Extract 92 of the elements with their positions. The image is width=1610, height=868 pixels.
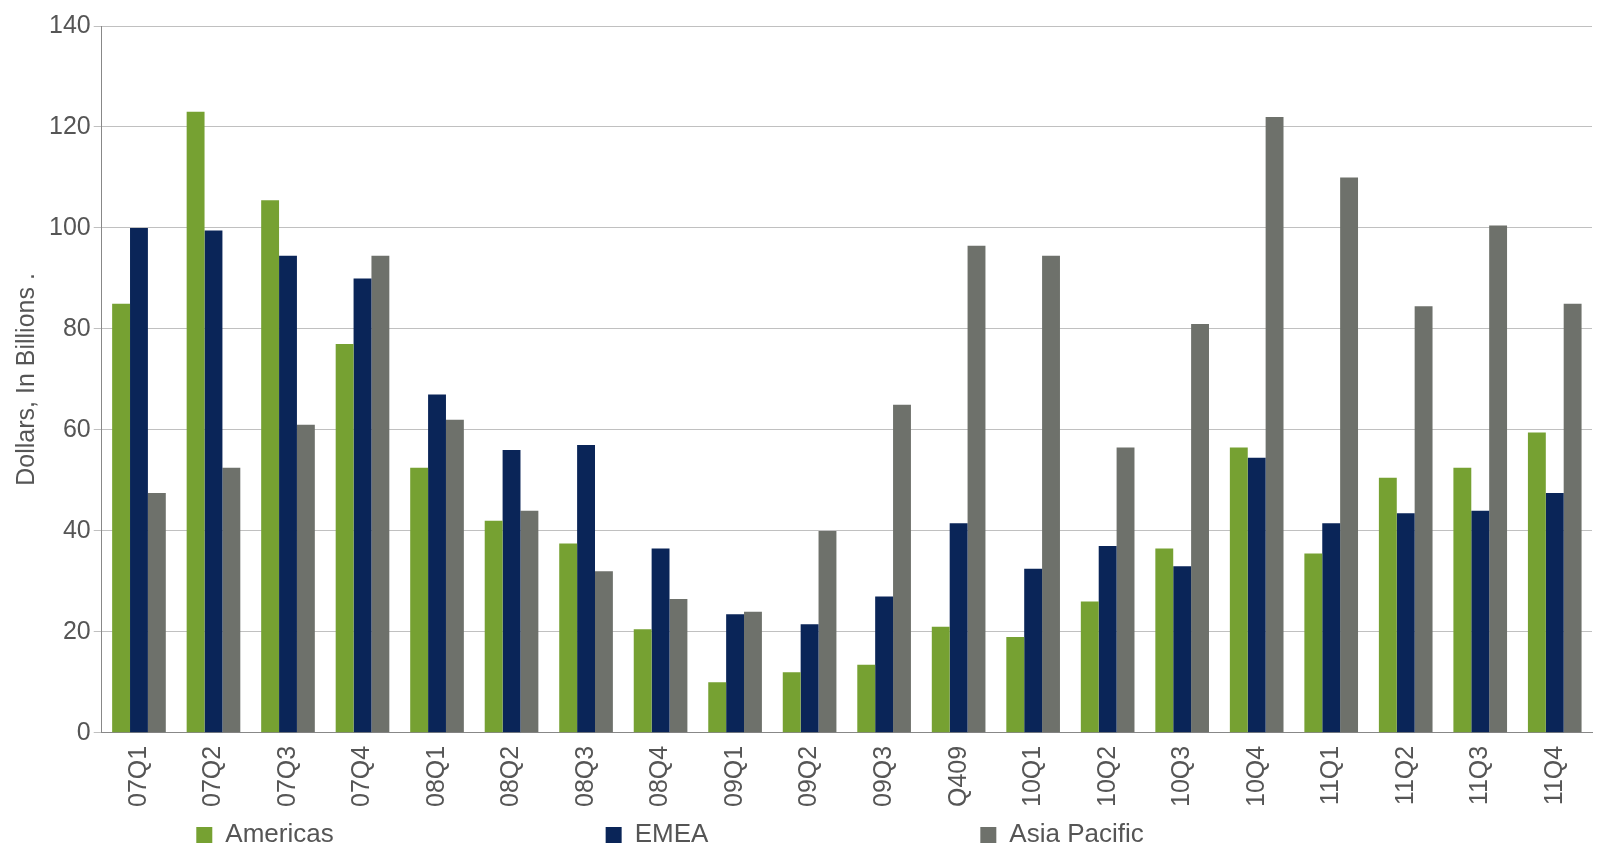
bar	[1155, 548, 1174, 733]
bar	[204, 230, 223, 733]
bar	[1340, 177, 1359, 733]
y-axis-title: Dollars, In Billions .	[10, 273, 39, 486]
bar	[410, 467, 429, 733]
bar	[782, 672, 801, 733]
bar	[1116, 447, 1135, 733]
bar	[1173, 566, 1192, 733]
x-tick-label: 11Q2	[1389, 745, 1418, 806]
x-tick-label: 09Q3	[868, 745, 896, 808]
bar	[1191, 323, 1209, 733]
bar	[279, 255, 297, 733]
bar	[353, 278, 372, 733]
y-tick-label: 80	[62, 312, 91, 341]
bar	[1527, 432, 1546, 733]
bar	[112, 303, 131, 733]
x-tick-label: Q409	[942, 745, 971, 808]
bar	[1545, 493, 1564, 733]
bar	[949, 523, 968, 733]
x-tick-label: 07Q2	[197, 745, 226, 808]
bar	[428, 394, 446, 733]
y-tick-label: 140	[48, 9, 91, 38]
y-tick-label: 20	[62, 615, 91, 644]
bar	[633, 629, 652, 733]
bar	[296, 424, 315, 733]
bar	[708, 682, 727, 733]
bar	[1247, 457, 1266, 733]
bar	[1322, 523, 1341, 733]
x-tick-label: 07Q3	[271, 745, 300, 808]
bar	[222, 467, 241, 733]
bar	[371, 255, 390, 733]
x-tick-label: 11Q3	[1464, 745, 1493, 806]
legend-label: Asia Pacific	[1009, 818, 1404, 849]
bar	[875, 596, 894, 733]
x-tick-label: 10Q1	[1017, 745, 1046, 808]
bar	[1471, 510, 1490, 733]
bar	[186, 111, 205, 733]
bar	[1006, 636, 1025, 733]
bar	[1378, 477, 1397, 733]
bar	[1080, 601, 1099, 733]
legend-label: Americas	[225, 818, 594, 849]
bar	[445, 419, 464, 733]
bar	[502, 450, 521, 733]
bar	[1098, 546, 1117, 733]
x-tick-label: 08Q4	[644, 745, 673, 808]
bar	[818, 530, 837, 733]
x-tick-label: 09Q1	[718, 745, 747, 808]
x-tick-label: 10Q4	[1240, 745, 1269, 808]
bar	[1265, 116, 1284, 733]
bar	[1024, 568, 1043, 733]
bar	[967, 245, 986, 733]
x-tick-label: 10Q3	[1166, 745, 1195, 808]
x-tick-label: 08Q2	[495, 745, 524, 808]
bar	[520, 510, 539, 733]
bar	[893, 404, 911, 733]
bar	[800, 624, 819, 733]
bar	[726, 614, 745, 733]
bar	[130, 227, 148, 733]
bar	[669, 599, 688, 733]
bar	[577, 445, 595, 733]
bar	[1396, 513, 1415, 733]
bar	[1563, 303, 1582, 733]
bar	[651, 548, 670, 733]
bar	[1489, 225, 1508, 733]
bar	[1453, 467, 1472, 733]
bar	[1042, 255, 1060, 733]
y-tick-label: 40	[62, 514, 91, 543]
bar	[484, 520, 503, 733]
bar	[1229, 447, 1248, 733]
bar	[147, 493, 166, 733]
y-tick-label: 60	[62, 413, 91, 442]
y-tick-label: 0	[76, 716, 91, 745]
x-tick-label: 11Q1	[1315, 745, 1344, 806]
x-tick-label: 08Q3	[569, 745, 598, 808]
y-tick-label: 120	[48, 110, 91, 139]
bar	[1304, 553, 1323, 733]
x-tick-label: 11Q4	[1538, 745, 1567, 806]
legend-label: EMEA	[634, 818, 969, 849]
x-tick-label: 07Q4	[346, 745, 375, 808]
bar	[1414, 306, 1433, 733]
bar	[595, 571, 613, 733]
bar	[559, 543, 578, 733]
x-tick-label: 07Q1	[122, 745, 151, 808]
x-tick-label: 08Q1	[420, 745, 449, 808]
x-tick-label: 10Q2	[1091, 745, 1120, 808]
bar	[857, 664, 876, 733]
bar	[744, 611, 762, 733]
bar	[261, 200, 280, 733]
bar	[335, 344, 354, 733]
bar	[931, 626, 950, 733]
y-tick-label: 100	[48, 211, 91, 240]
x-tick-label: 09Q2	[793, 745, 822, 808]
